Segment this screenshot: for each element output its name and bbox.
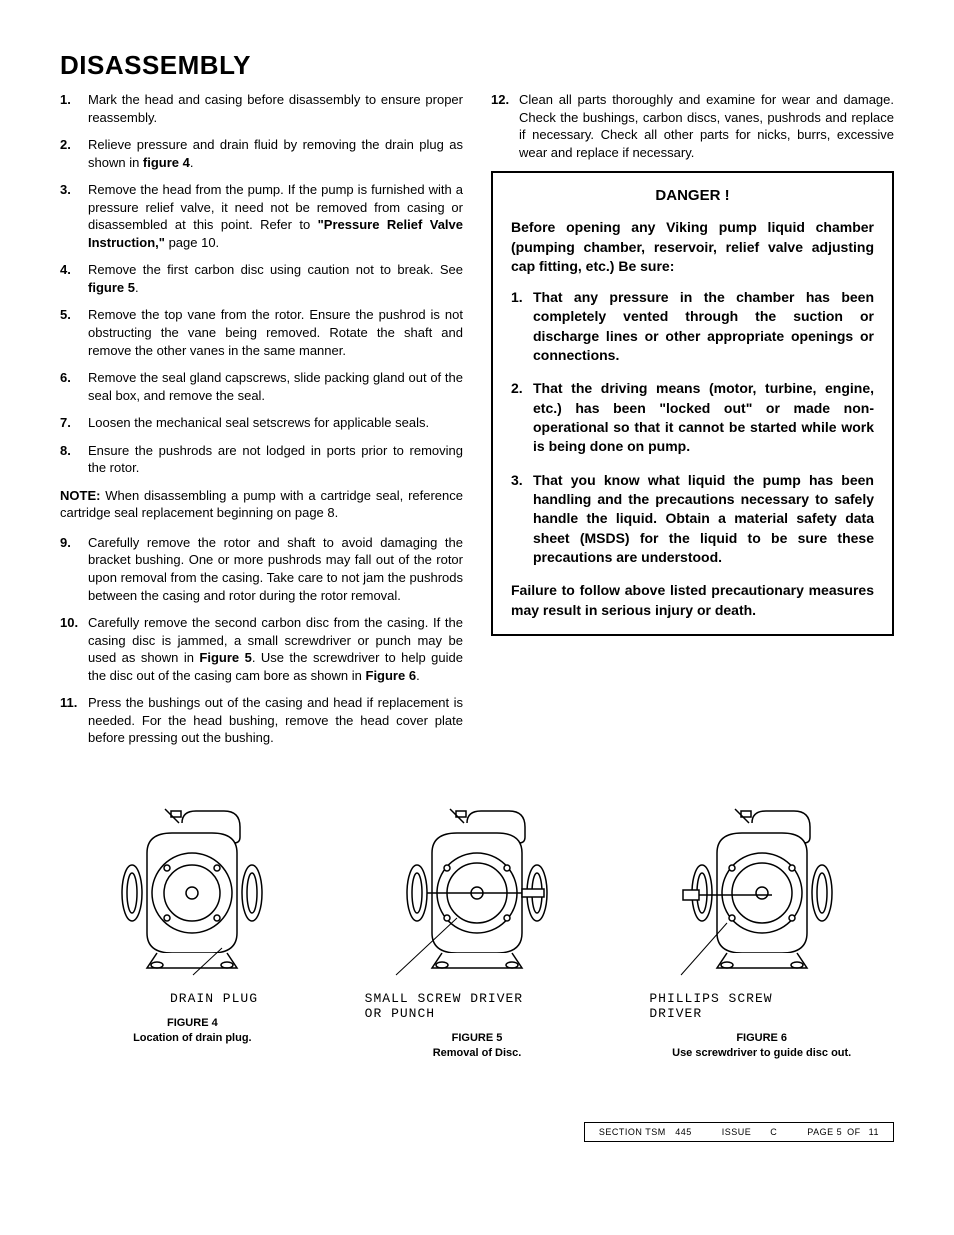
step-text: Carefully remove the second carbon disc … [88, 614, 463, 684]
step-number: 12. [491, 91, 519, 161]
footer-box: SECTION TSM 445 ISSUE C PAGE 5 OF 11 [584, 1122, 894, 1142]
figure-callout: PHILLIPS SCREWDRIVER [629, 991, 894, 1021]
danger-title: DANGER ! [511, 187, 874, 204]
figure-illustration [87, 803, 297, 983]
step-item: 6.Remove the seal gland capscrews, slide… [60, 369, 463, 404]
footer-page: PAGE 5 OF 11 [807, 1127, 879, 1137]
danger-item-text: That any pressure in the chamber has bee… [533, 288, 874, 365]
step-text: Relieve pressure and drain fluid by remo… [88, 136, 463, 171]
two-column-layout: 1.Mark the head and casing before disass… [60, 91, 894, 757]
step-text: Remove the top vane from the rotor. Ensu… [88, 306, 463, 359]
step-text: Carefully remove the rotor and shaft to … [88, 534, 463, 604]
figure-caption: FIGURE 6Use screwdriver to guide disc ou… [629, 1031, 894, 1062]
figures-row: DRAIN PLUG FIGURE 4Location of drain plug… [60, 803, 894, 1062]
step-item: 9.Carefully remove the rotor and shaft t… [60, 534, 463, 604]
figure-illustration [657, 803, 867, 983]
figure: DRAIN PLUG FIGURE 4Location of drain plug… [60, 803, 325, 1062]
step-list-b: 9.Carefully remove the rotor and shaft t… [60, 534, 463, 747]
figure-callout: SMALL SCREW DRIVEROR PUNCH [345, 991, 610, 1021]
step-number: 2. [60, 136, 88, 171]
step-list-right: 12.Clean all parts thoroughly and examin… [491, 91, 894, 161]
step-list-a: 1.Mark the head and casing before disass… [60, 91, 463, 477]
step-number: 7. [60, 414, 88, 432]
step-text: Press the bushings out of the casing and… [88, 694, 463, 747]
danger-box: DANGER ! Before opening any Viking pump … [491, 171, 894, 636]
left-column: 1.Mark the head and casing before disass… [60, 91, 463, 757]
step-item: 7.Loosen the mechanical seal setscrews f… [60, 414, 463, 432]
step-number: 6. [60, 369, 88, 404]
figure: SMALL SCREW DRIVEROR PUNCH FIGURE 5Remova… [345, 803, 610, 1062]
danger-intro: Before opening any Viking pump liquid ch… [511, 218, 874, 276]
step-item: 11.Press the bushings out of the casing … [60, 694, 463, 747]
figure-callout: DRAIN PLUG [60, 991, 325, 1006]
danger-item-text: That you know what liquid the pump has b… [533, 471, 874, 568]
step-number: 5. [60, 306, 88, 359]
step-text: Ensure the pushrods are not lodged in po… [88, 442, 463, 477]
step-item: 4.Remove the first carbon disc using cau… [60, 261, 463, 296]
danger-item-number: 2. [511, 379, 533, 456]
step-number: 1. [60, 91, 88, 126]
step-text: Remove the first carbon disc using cauti… [88, 261, 463, 296]
step-number: 10. [60, 614, 88, 684]
step-text: Clean all parts thoroughly and examine f… [519, 91, 894, 161]
page: DISASSEMBLY 1.Mark the head and casing b… [0, 0, 954, 1182]
step-item: 10.Carefully remove the second carbon di… [60, 614, 463, 684]
page-footer: SECTION TSM 445 ISSUE C PAGE 5 OF 11 [60, 1122, 894, 1142]
step-text: Remove the seal gland capscrews, slide p… [88, 369, 463, 404]
step-item: 12.Clean all parts thoroughly and examin… [491, 91, 894, 161]
step-item: 3.Remove the head from the pump. If the … [60, 181, 463, 251]
danger-item-text: That the driving means (motor, turbine, … [533, 379, 874, 456]
danger-list: 1.That any pressure in the chamber has b… [511, 288, 874, 567]
footer-issue: ISSUE C [722, 1127, 778, 1137]
step-item: 1.Mark the head and casing before disass… [60, 91, 463, 126]
footer-section: SECTION TSM 445 [599, 1127, 692, 1137]
right-column: 12.Clean all parts thoroughly and examin… [491, 91, 894, 757]
step-item: 5.Remove the top vane from the rotor. En… [60, 306, 463, 359]
step-number: 8. [60, 442, 88, 477]
danger-item: 3.That you know what liquid the pump has… [511, 471, 874, 568]
step-text: Mark the head and casing before disassem… [88, 91, 463, 126]
step-item: 8.Ensure the pushrods are not lodged in … [60, 442, 463, 477]
danger-item-number: 1. [511, 288, 533, 365]
step-text: Remove the head from the pump. If the pu… [88, 181, 463, 251]
step-number: 11. [60, 694, 88, 747]
figure-caption: FIGURE 4Location of drain plug. [60, 1016, 325, 1047]
danger-outro: Failure to follow above listed precautio… [511, 581, 874, 620]
danger-item: 1.That any pressure in the chamber has b… [511, 288, 874, 365]
note-paragraph: NOTE: When disassembling a pump with a c… [60, 487, 463, 522]
step-number: 3. [60, 181, 88, 251]
danger-item: 2.That the driving means (motor, turbine… [511, 379, 874, 456]
step-number: 9. [60, 534, 88, 604]
danger-item-number: 3. [511, 471, 533, 568]
step-text: Loosen the mechanical seal setscrews for… [88, 414, 463, 432]
step-number: 4. [60, 261, 88, 296]
step-item: 2.Relieve pressure and drain fluid by re… [60, 136, 463, 171]
figure: PHILLIPS SCREWDRIVER FIGURE 6Use screwdri… [629, 803, 894, 1062]
figure-illustration [372, 803, 582, 983]
section-title: DISASSEMBLY [60, 50, 894, 81]
figure-caption: FIGURE 5Removal of Disc. [345, 1031, 610, 1062]
